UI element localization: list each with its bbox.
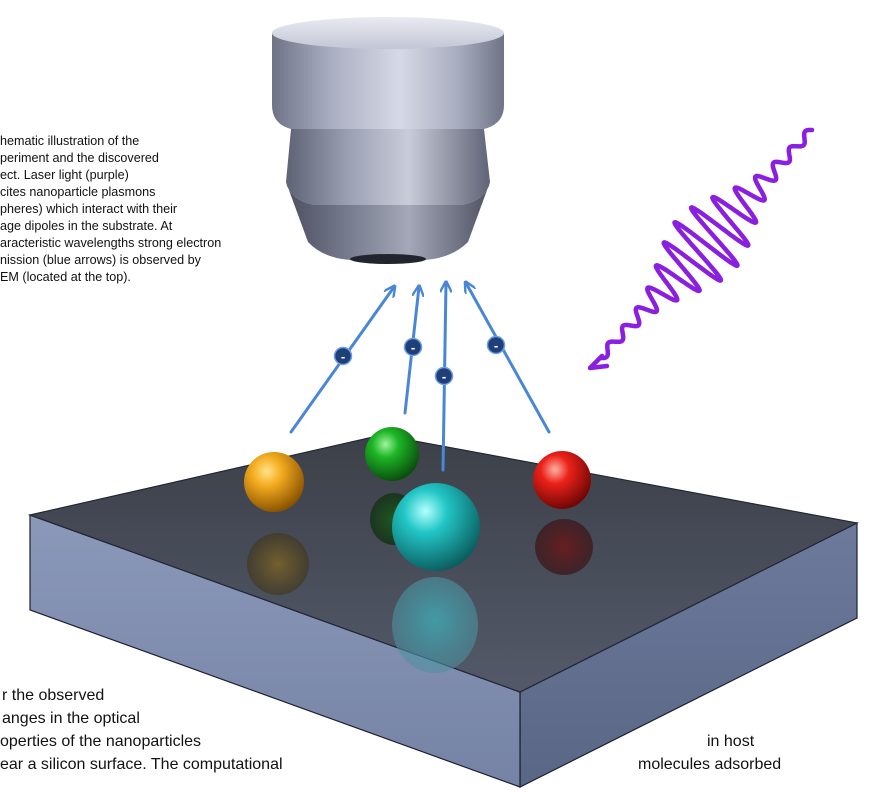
caption-bottom-line: ear a silicon surface. The computational [0, 756, 283, 773]
caption-top-line: pheres) which interact with their [0, 202, 178, 216]
caption-top-line: periment and the discovered [0, 151, 159, 165]
caption-right-line: in host [707, 733, 755, 750]
caption-top-line: hematic illustration of the [0, 134, 140, 148]
nanoparticles [244, 427, 591, 571]
cyan-nanoparticle [392, 483, 480, 571]
caption-top-line: ect. Laser light (purple) [0, 168, 129, 182]
caption-top-line: EM (located at the top). [0, 270, 131, 284]
caption-top-line: age dipoles in the substrate. At [0, 219, 173, 233]
red-nanoparticle [533, 451, 591, 509]
caption-bottom-line: anges in the optical [2, 710, 140, 727]
electron-badge-3: - [434, 366, 454, 386]
green-nanoparticle [365, 427, 419, 481]
electron-badges: - - - - [333, 335, 506, 386]
caption-top-line: cites nanoparticle plasmons [0, 185, 156, 199]
electron-badge-4: - [486, 335, 506, 355]
caption-right-line: molecules adsorbed [638, 756, 782, 773]
electron-badge-2: - [403, 337, 423, 357]
caption-bottom: r the observed anges in the optical oper… [0, 684, 283, 776]
objective-lens [272, 17, 504, 264]
svg-text:-: - [442, 369, 446, 384]
caption-bottom-line: r the observed [2, 687, 105, 704]
light-source-glow [830, 95, 877, 165]
electron-badge-1: - [333, 346, 353, 366]
caption-bottom-line: operties of the nanoparticles [0, 733, 202, 750]
caption-top-line: nission (blue arrows) is observed by [0, 253, 201, 267]
orange-nanoparticle [244, 452, 304, 512]
caption-top-line: aracteristic wavelengths strong electron [0, 236, 222, 250]
laser-light [587, 127, 815, 371]
svg-text:-: - [494, 338, 498, 353]
svg-text:-: - [411, 340, 415, 355]
caption-top: hematic illustration of the periment and… [0, 133, 221, 286]
svg-text:-: - [341, 349, 345, 364]
